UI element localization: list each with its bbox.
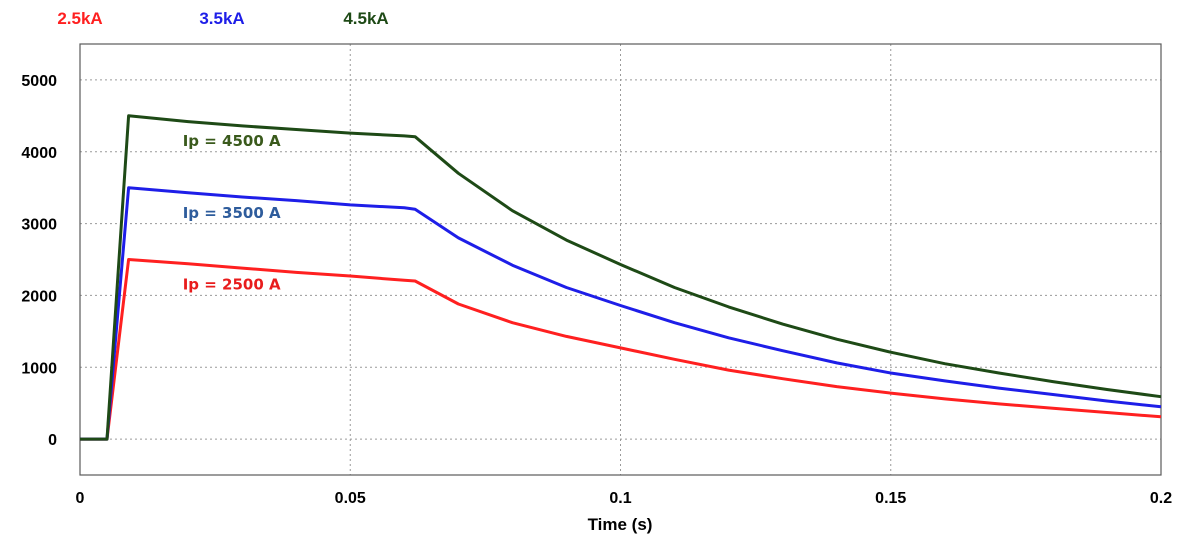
series-annotation-2: Ip = 4500 A — [183, 132, 281, 150]
series-lines — [80, 114, 1162, 441]
plot-frame — [79, 43, 1162, 476]
x-tick-label: 0 — [76, 490, 85, 507]
grid-lines — [80, 44, 1161, 475]
series-annotation-1: Ip = 3500 A — [183, 204, 281, 222]
legend-entry-1: 3.5kA — [199, 9, 244, 28]
x-tick-label: 0.2 — [1150, 490, 1172, 507]
y-tick-label: 2000 — [21, 288, 57, 305]
legend-entry-2: 4.5kA — [343, 9, 388, 28]
y-tick-label: 0 — [48, 432, 57, 449]
y-tick-label: 5000 — [21, 73, 57, 90]
series-line-0 — [80, 258, 1162, 441]
x-tick-labels: 0 0.05 0.1 0.15 0.2 — [76, 490, 1173, 507]
y-tick-label: 1000 — [21, 360, 57, 377]
annotations: Ip = 2500 A Ip = 3500 A Ip = 4500 A — [183, 132, 281, 294]
y-tick-labels: 0 1000 2000 3000 4000 5000 — [21, 73, 57, 449]
x-tick-label: 0.05 — [335, 490, 366, 507]
x-tick-label: 0.15 — [875, 490, 906, 507]
x-axis-label: Time (s) — [588, 515, 653, 534]
y-tick-label: 3000 — [21, 217, 57, 234]
series-line-1 — [80, 186, 1162, 441]
series-annotation-0: Ip = 2500 A — [183, 276, 281, 294]
x-tick-label: 0.1 — [609, 490, 631, 507]
series-line-2 — [80, 114, 1162, 441]
y-tick-label: 4000 — [21, 145, 57, 162]
legend: 2.5kA 3.5kA 4.5kA — [57, 9, 388, 28]
legend-entry-0: 2.5kA — [57, 9, 102, 28]
